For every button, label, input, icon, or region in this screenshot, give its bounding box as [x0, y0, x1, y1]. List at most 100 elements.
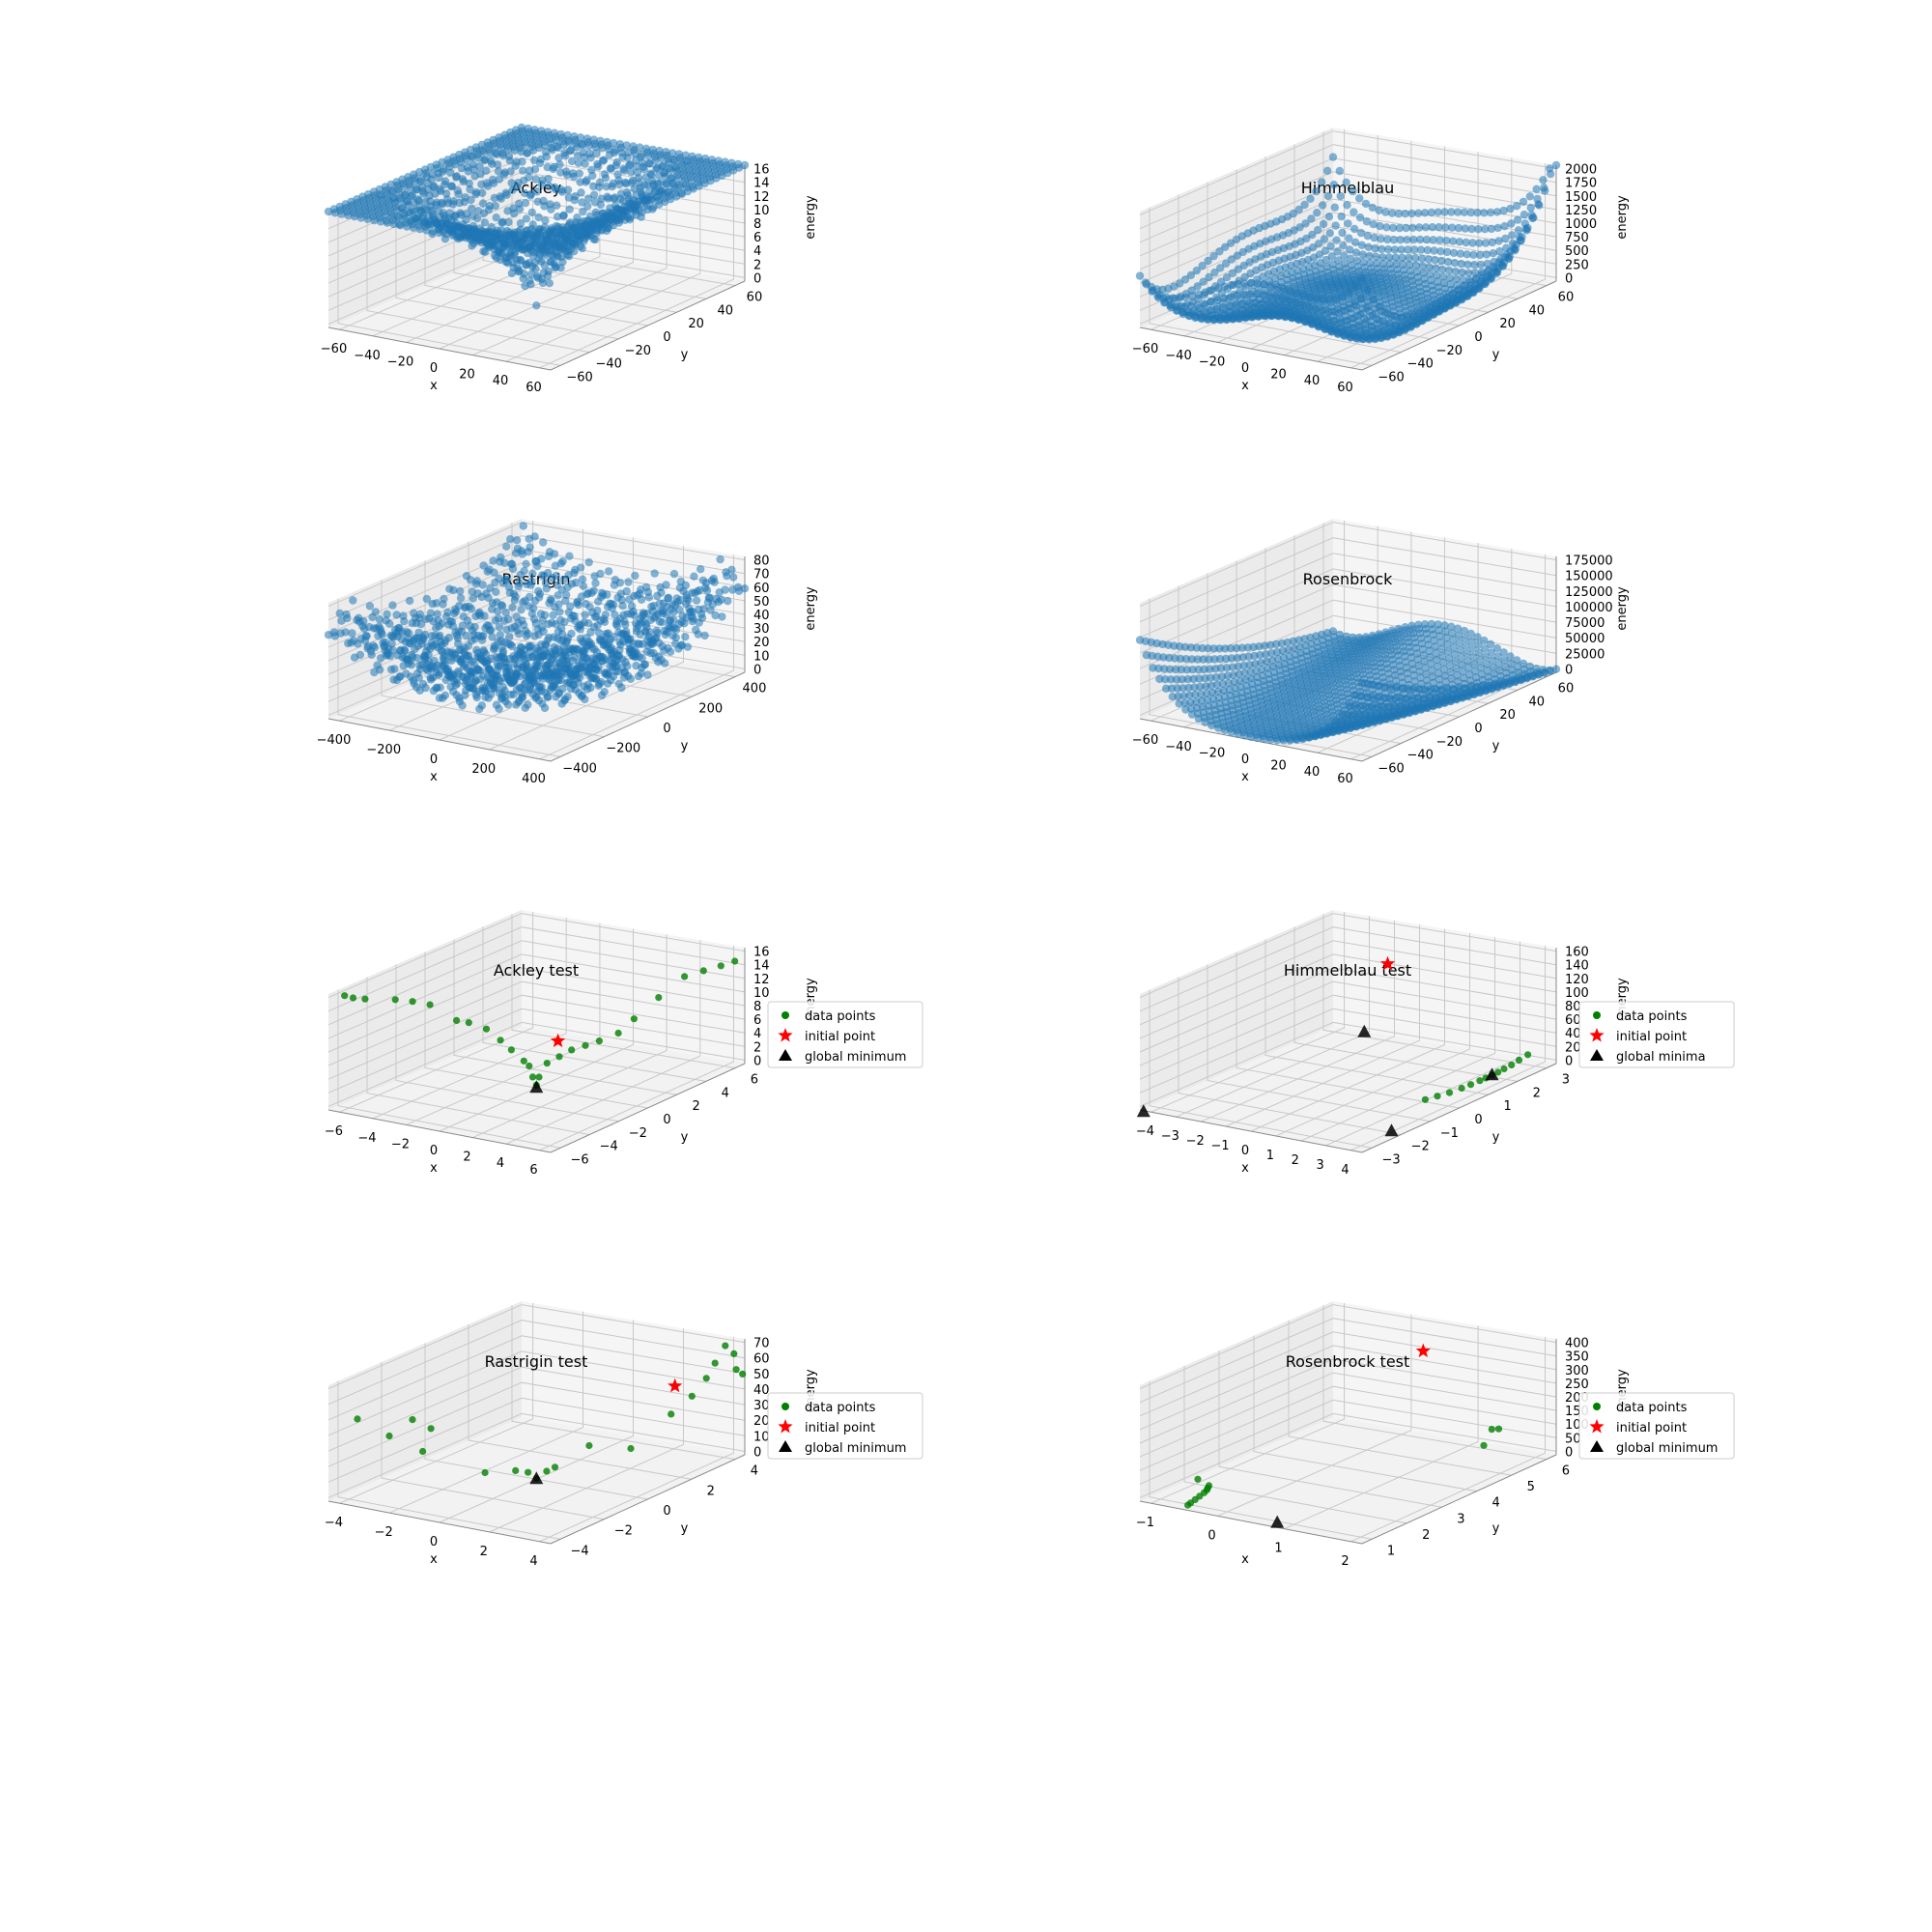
- z-tick-label: 40: [753, 609, 770, 623]
- surface-point: [421, 197, 430, 207]
- surface-point: [1461, 224, 1469, 233]
- surface-point: [399, 662, 408, 670]
- surface-point: [1286, 287, 1294, 296]
- surface-point: [551, 650, 560, 659]
- surface-point: [1410, 245, 1419, 254]
- surface-point: [584, 638, 593, 646]
- surface-point: [1442, 236, 1451, 245]
- surface-point: [1408, 223, 1417, 232]
- surface-point: [504, 217, 513, 227]
- surface-point: [1361, 199, 1371, 209]
- axis-line: [327, 280, 746, 371]
- surface-point: [618, 630, 628, 639]
- surface-point: [540, 202, 549, 211]
- surface-point: [1297, 307, 1306, 317]
- surface-point: [632, 661, 640, 670]
- surface-point: [1330, 317, 1339, 326]
- surface-point: [1350, 300, 1359, 309]
- surface-point: [521, 281, 529, 291]
- surface-point: [1369, 296, 1378, 304]
- surface-point: [586, 154, 595, 162]
- surface-point: [674, 175, 683, 184]
- surface-point: [440, 651, 449, 661]
- surface-point: [1481, 239, 1491, 247]
- surface-point: [462, 632, 470, 640]
- surface-point: [1375, 302, 1383, 311]
- surface-point: [543, 162, 552, 172]
- surface-point: [1448, 223, 1457, 232]
- surface-point: [1350, 314, 1358, 323]
- surface-point: [473, 207, 483, 215]
- surface-point: [584, 619, 593, 628]
- surface-point: [527, 270, 536, 278]
- surface-point: [1432, 264, 1440, 272]
- surface-point: [1483, 267, 1492, 275]
- surface-point: [552, 263, 560, 271]
- surface-point: [1546, 169, 1555, 179]
- surface-point: [359, 624, 369, 633]
- surface-point: [1332, 236, 1341, 244]
- surface-point: [527, 208, 536, 217]
- surface-point: [1453, 208, 1463, 216]
- surface-point: [454, 639, 463, 648]
- surface-point: [470, 172, 479, 181]
- surface-point: [432, 623, 440, 633]
- surface-point: [452, 172, 462, 181]
- surface-point: [507, 179, 516, 187]
- surface-point: [1277, 301, 1287, 310]
- surface-point: [383, 218, 392, 227]
- surface-point: [613, 593, 622, 602]
- surface-point: [637, 669, 645, 678]
- y-tick-label: 0: [663, 330, 670, 345]
- surface-point: [545, 633, 554, 642]
- surface-point: [1357, 273, 1367, 282]
- surface-point: [624, 148, 633, 157]
- surface-point: [1325, 229, 1334, 238]
- surface-point: [1495, 246, 1504, 256]
- surface-point: [1382, 223, 1391, 232]
- surface-point: [1300, 200, 1309, 210]
- surface-point: [1330, 203, 1339, 212]
- surface-point: [611, 576, 620, 584]
- surface-point: [491, 616, 499, 625]
- surface-point: [1450, 259, 1460, 268]
- surface-point: [349, 596, 357, 605]
- surface-point: [1356, 310, 1365, 319]
- surface-point: [1372, 252, 1380, 261]
- surface-point: [1314, 240, 1323, 248]
- z-tick-label: 25000: [1565, 647, 1605, 662]
- surface-point: [622, 180, 631, 188]
- y-tick-label: 0: [1474, 722, 1482, 736]
- surface-point: [644, 593, 653, 602]
- surface-point: [1351, 691, 1360, 699]
- surface-point: [1415, 235, 1425, 244]
- surface-point: [1365, 251, 1374, 261]
- surface-point: [545, 599, 554, 608]
- surface-point: [545, 548, 554, 556]
- surface-point: [1368, 203, 1377, 213]
- y-tick-label: 400: [743, 682, 767, 696]
- y-tick-label: 0: [663, 722, 670, 736]
- x-axis-label: x: [430, 770, 438, 784]
- z-tick-label: 100000: [1565, 601, 1613, 615]
- surface-point: [389, 675, 398, 684]
- surface-point: [1488, 238, 1496, 247]
- surface-point: [1451, 267, 1460, 276]
- x-tick-label: 0: [430, 361, 438, 376]
- surface-point: [405, 596, 414, 606]
- surface-point: [1364, 242, 1373, 251]
- surface-points: [324, 123, 750, 310]
- surface-point: [604, 194, 612, 203]
- surface-point: [567, 146, 576, 155]
- surface-point: [562, 171, 572, 180]
- surface-point: [1454, 223, 1463, 233]
- surface-point: [1405, 253, 1413, 263]
- z-tick-label: 250: [1565, 258, 1589, 272]
- surface-point: [1304, 302, 1314, 312]
- surface-point: [461, 686, 470, 695]
- surface-point: [607, 164, 615, 173]
- surface-point: [556, 168, 565, 177]
- surface-point: [1377, 235, 1385, 243]
- x-tick-label: 0: [430, 753, 438, 767]
- surface-point: [1426, 270, 1435, 278]
